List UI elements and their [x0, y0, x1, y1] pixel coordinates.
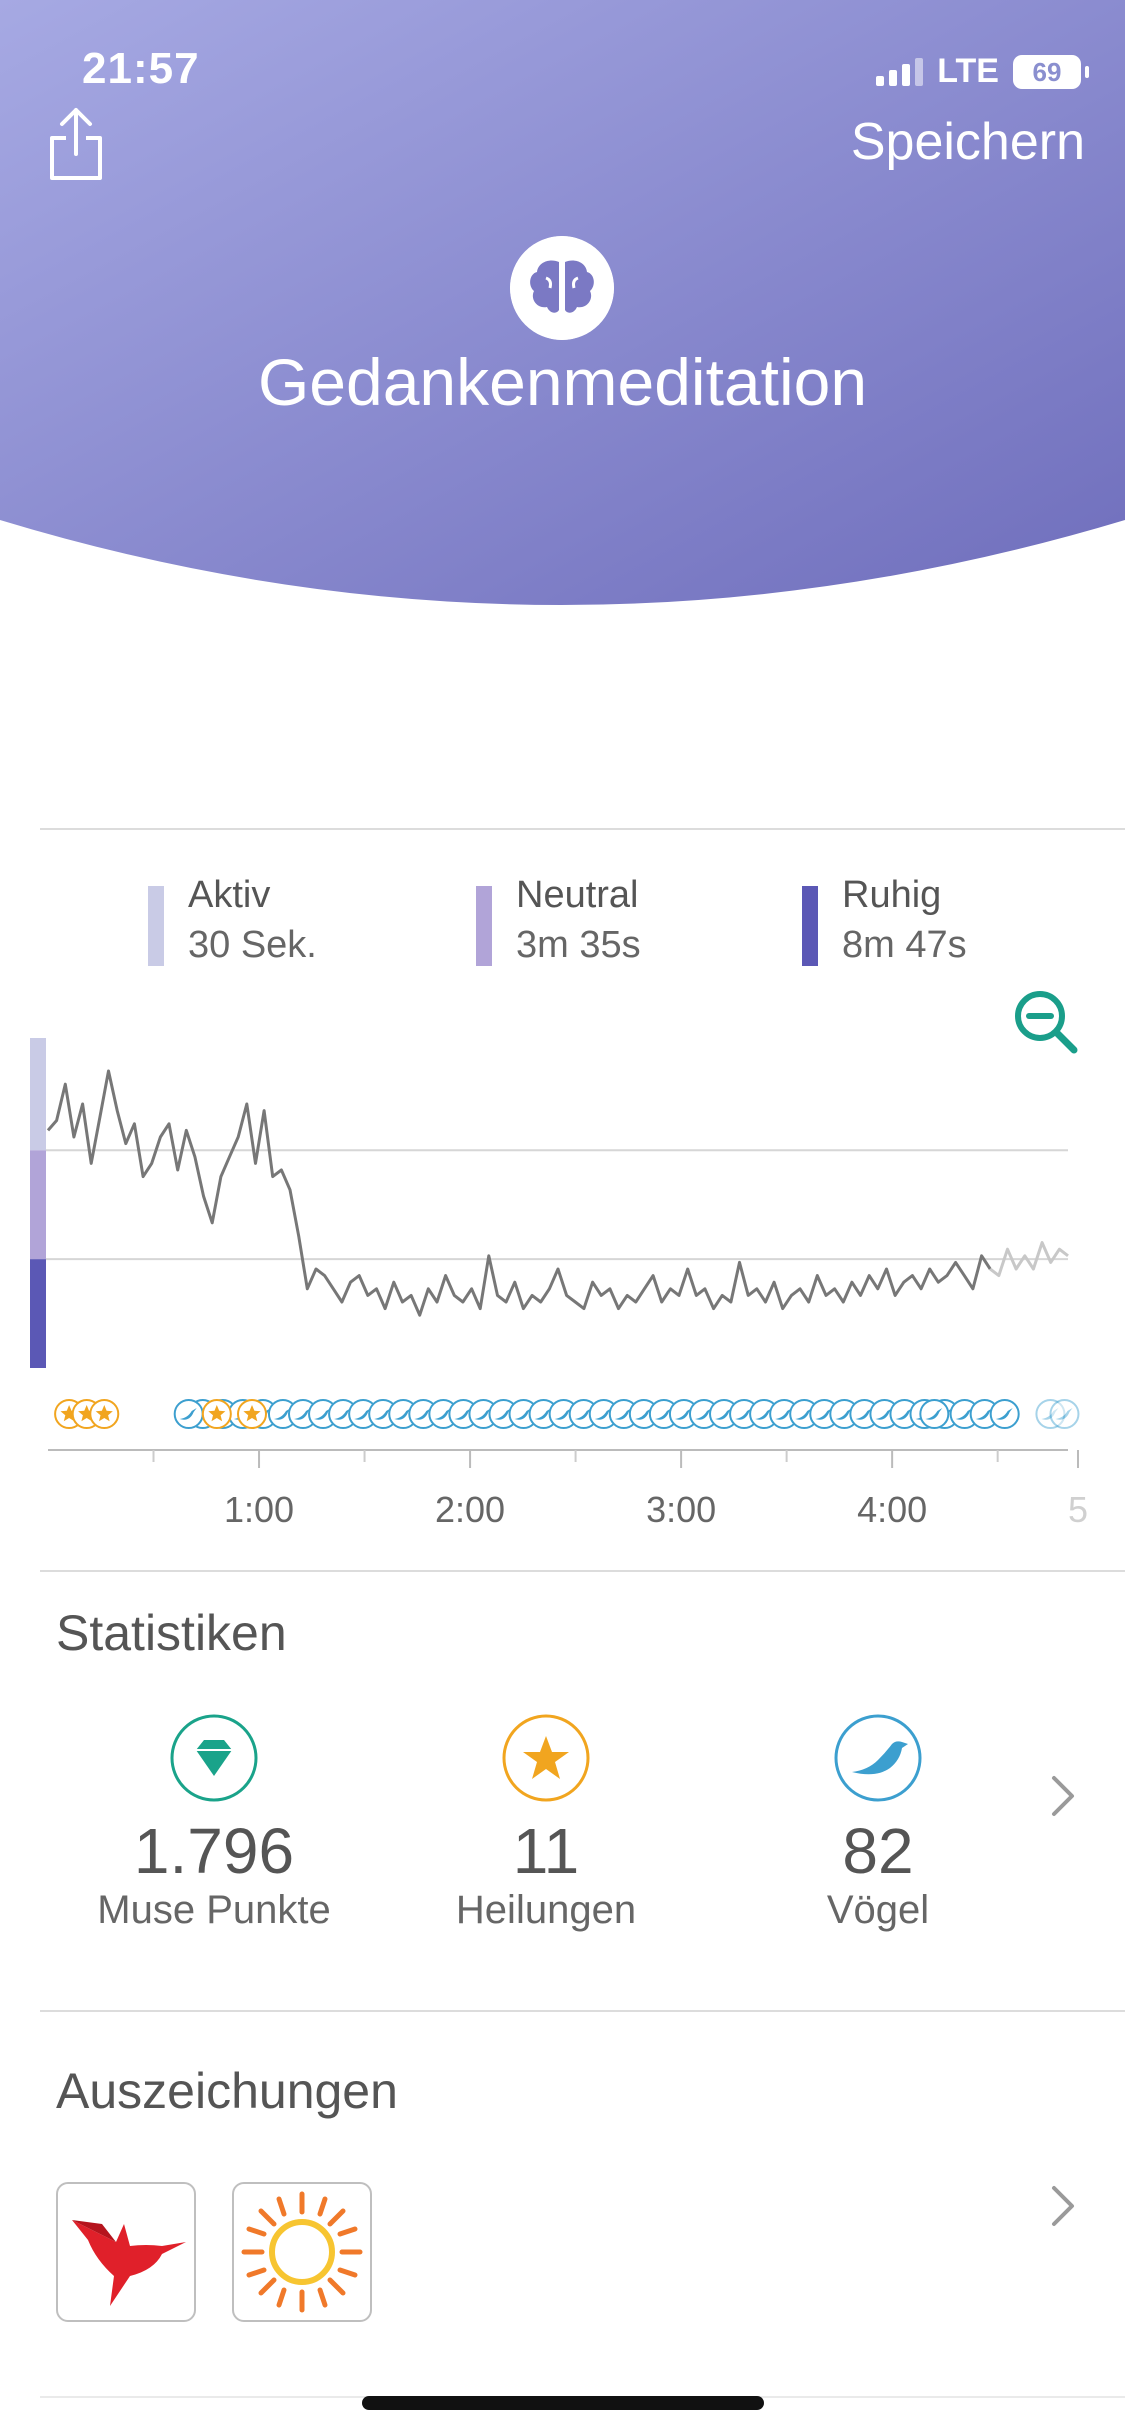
stat-label: Vögel — [826, 1888, 930, 1932]
recovery-marker — [201, 1399, 232, 1429]
bird-marker — [173, 1399, 204, 1429]
legend-swatch — [476, 886, 492, 966]
x-tick-label: 4:00 — [857, 1489, 927, 1530]
legend-value: 3m 35s — [516, 924, 641, 966]
zone-bar-segment — [30, 1259, 46, 1368]
chevron-right-icon[interactable] — [1044, 1766, 1084, 1826]
chevron-right-icon[interactable] — [1044, 2176, 1084, 2236]
divider — [40, 2010, 1125, 2012]
x-tick-label: 3:00 — [646, 1489, 716, 1530]
bird-icon — [834, 1714, 922, 1802]
legend-label: Aktiv — [188, 874, 271, 916]
chart-legend: Aktiv 30 Sek. Neutral 3m 35s Ruhig 8m 47… — [148, 874, 1088, 974]
zoom-out-icon[interactable] — [1012, 988, 1080, 1056]
legend-swatch — [802, 886, 818, 966]
legend-value: 8m 47s — [842, 924, 967, 966]
sun-icon — [241, 2191, 363, 2313]
red-bird-icon — [72, 2220, 186, 2306]
x-tick-label: 5 — [1068, 1489, 1088, 1530]
x-tick-label: 2:00 — [435, 1489, 505, 1530]
bird-marker — [1035, 1399, 1066, 1429]
recovery-marker — [89, 1399, 120, 1429]
award-hummingbird[interactable] — [56, 2182, 196, 2322]
signal-icon — [876, 57, 924, 86]
session-chart[interactable]: 1:00 2:00 3:00 4:00 5 — [28, 1030, 1108, 1550]
statistics-title: Statistiken — [56, 1605, 287, 1661]
diamond-icon — [170, 1714, 258, 1802]
legend-label: Neutral — [516, 874, 639, 916]
stat-value: 11 — [512, 1815, 580, 1887]
legend-swatch — [148, 886, 164, 966]
stat-birds: 82 Vögel — [728, 1712, 1028, 1933]
save-button[interactable]: Speichern — [850, 113, 1085, 171]
stat-recoveries: 11 Heilungen — [396, 1712, 696, 1933]
page-title: Gedankenmeditation — [257, 345, 868, 419]
stat-muse-points: 1.796 Muse Punkte — [64, 1712, 364, 1933]
brain-icon — [510, 236, 614, 340]
bird-marker — [989, 1399, 1020, 1429]
status-indicators: LTE 69 — [876, 52, 1089, 91]
divider — [40, 828, 1125, 830]
legend-value: 30 Sek. — [188, 924, 317, 966]
x-tick-label: 1:00 — [224, 1489, 294, 1530]
stat-value: 1.796 — [133, 1815, 295, 1887]
star-icon — [502, 1714, 590, 1802]
status-time: 21:57 — [82, 44, 200, 93]
network-type: LTE — [937, 52, 999, 90]
bird-marker — [919, 1399, 950, 1429]
zone-bar-segment — [30, 1150, 46, 1260]
award-sun[interactable] — [232, 2182, 372, 2322]
stat-label: Heilungen — [455, 1888, 637, 1932]
zone-bar-segment — [30, 1038, 46, 1151]
legend-label: Ruhig — [842, 874, 942, 916]
bird-marker — [1049, 1399, 1080, 1429]
divider — [40, 1570, 1125, 1572]
home-indicator[interactable] — [362, 2396, 764, 2410]
awards-title: Auszeichungen — [56, 2063, 398, 2119]
stat-value: 82 — [842, 1815, 914, 1887]
stat-label: Muse Punkte — [97, 1888, 331, 1932]
series-line — [46, 1069, 992, 1317]
share-icon[interactable] — [46, 104, 106, 184]
battery-icon: 69 — [1013, 54, 1089, 89]
recovery-marker — [237, 1399, 267, 1429]
series-line-faded — [989, 1241, 1069, 1278]
